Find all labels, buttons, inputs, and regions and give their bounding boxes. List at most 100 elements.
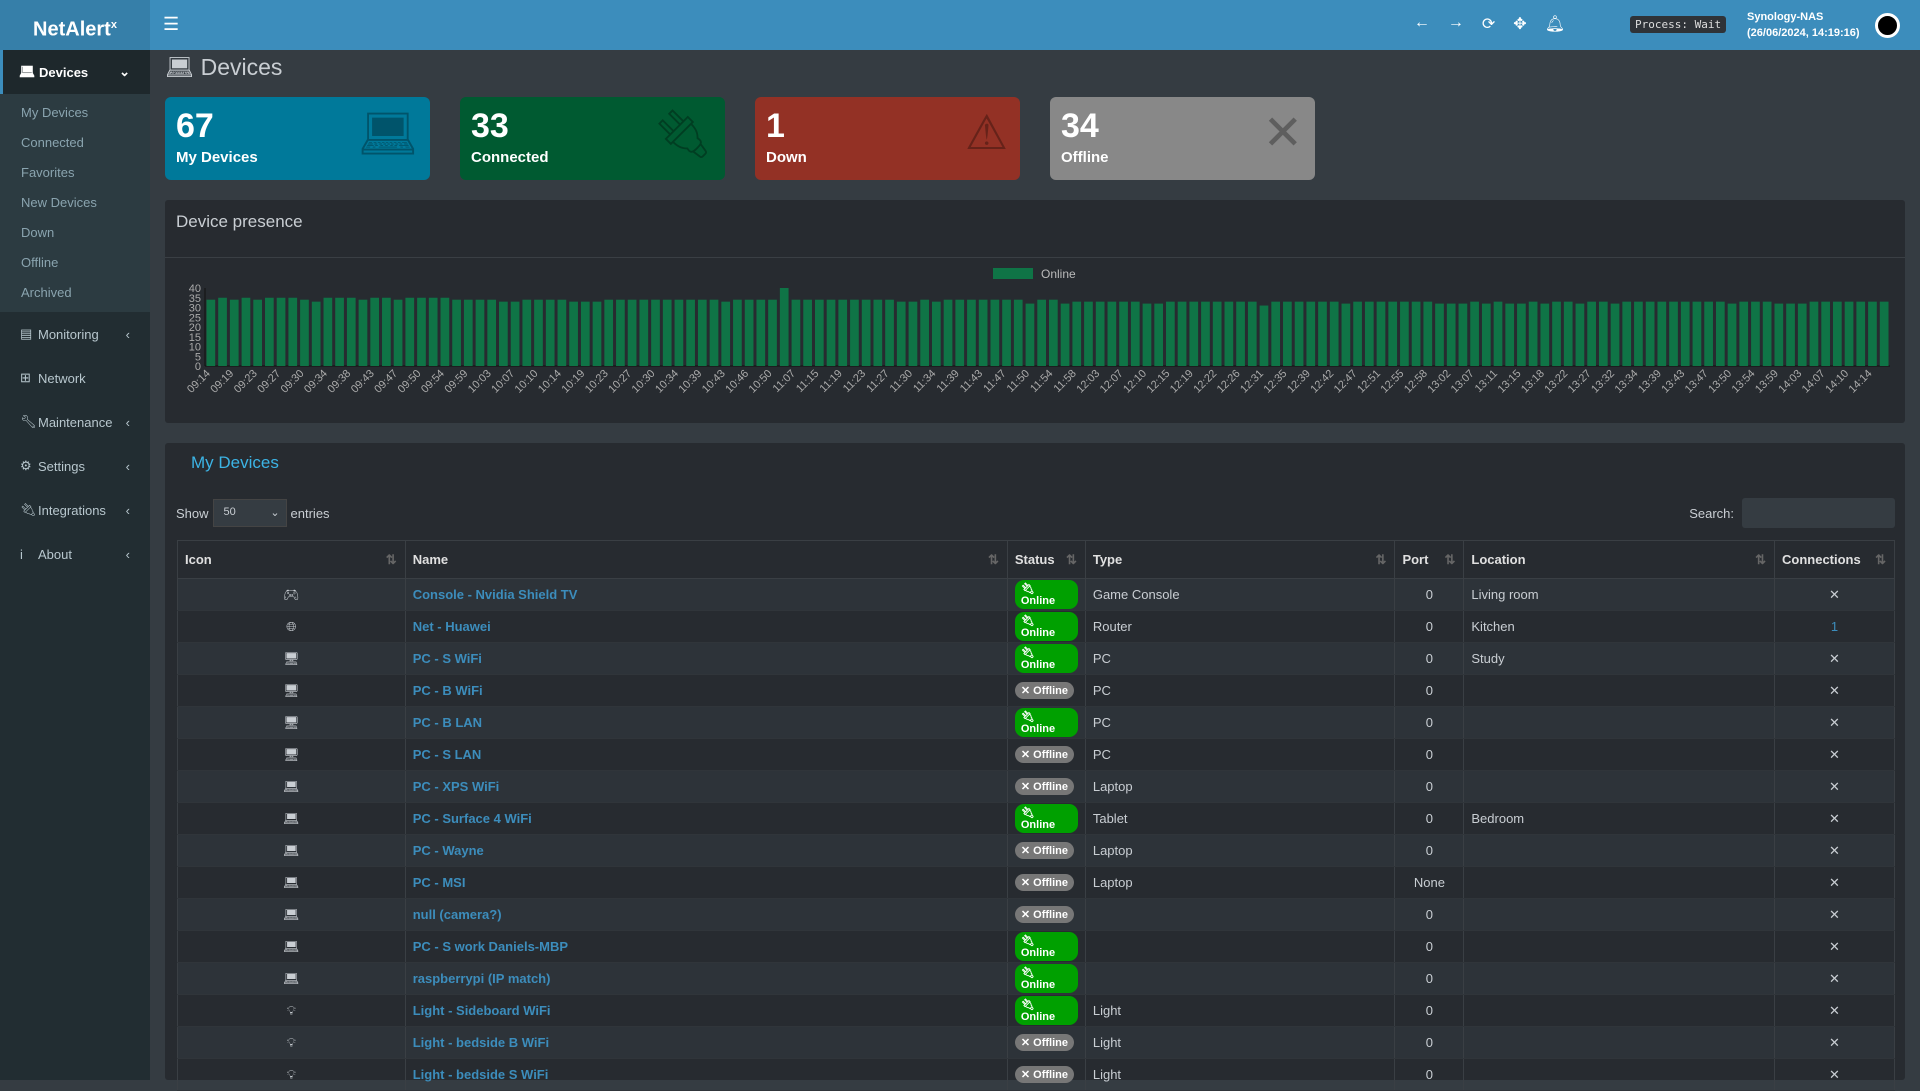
table-row[interactable]: 💡︎ Light - bedside B WiFi ✕ Offline Light 0 ✕: [177, 1026, 1895, 1059]
bar[interactable]: [627, 299, 637, 366]
device-link[interactable]: Light - Sideboard WiFi: [412, 1003, 551, 1018]
device-link[interactable]: PC - MSI: [412, 875, 466, 890]
column-header[interactable]: Connections ⇅: [1774, 540, 1895, 579]
bar[interactable]: [1458, 303, 1468, 366]
bar[interactable]: [1446, 303, 1456, 366]
bar[interactable]: [1879, 301, 1889, 366]
bar[interactable]: [1528, 301, 1538, 366]
bar[interactable]: [358, 299, 368, 366]
sidebar-item-integrations[interactable]: 🔌︎ Integrations ‹: [20, 502, 130, 518]
bar[interactable]: [1107, 301, 1117, 366]
bar[interactable]: [1821, 301, 1830, 366]
sidebar-item-settings[interactable]: ⚙ Settings ‹: [20, 458, 130, 474]
bar[interactable]: [1645, 301, 1655, 366]
bar[interactable]: [791, 299, 801, 366]
bar[interactable]: [1002, 299, 1011, 366]
bar[interactable]: [499, 301, 508, 366]
refresh-icon[interactable]: ⟳: [1481, 16, 1496, 33]
device-link[interactable]: raspberrypi (IP match): [412, 971, 551, 986]
table-row[interactable]: 💻︎ PC - XPS WiFi ✕ Offline Laptop 0 ✕: [177, 770, 1895, 803]
bar[interactable]: [592, 301, 602, 366]
device-link[interactable]: Net - Huawei: [412, 619, 491, 634]
bar[interactable]: [1072, 301, 1082, 366]
table-row[interactable]: 💡︎ Light - Sideboard WiFi 🔌︎ Online Light 0 ✕: [177, 994, 1895, 1027]
move-icon[interactable]: ✥: [1513, 16, 1527, 33]
bar[interactable]: [1868, 301, 1877, 366]
bar[interactable]: [1247, 301, 1257, 366]
device-link[interactable]: PC - S work Daniels-MBP: [412, 939, 569, 954]
bar[interactable]: [604, 299, 614, 366]
bar[interactable]: [1587, 301, 1596, 366]
bar[interactable]: [1657, 301, 1667, 366]
bar[interactable]: [1084, 301, 1093, 366]
bar[interactable]: [1751, 301, 1760, 366]
table-row[interactable]: 🎮︎ Console - Nvidia Shield TV 🔌︎ Online Gam…: [177, 578, 1895, 611]
bar[interactable]: [463, 299, 473, 366]
bar[interactable]: [1294, 301, 1304, 366]
bar[interactable]: [931, 301, 941, 366]
sidebar-item-devices[interactable]: 💻︎ Devices ⌄: [0, 50, 150, 94]
bar[interactable]: [1856, 301, 1866, 366]
bar[interactable]: [335, 297, 344, 366]
logo[interactable]: NetAlertx: [0, 0, 150, 50]
sidebar-subitem[interactable]: New Devices: [21, 195, 97, 210]
bar[interactable]: [1353, 301, 1362, 366]
sidebar-subitem[interactable]: My Devices: [21, 105, 89, 120]
bar[interactable]: [1119, 301, 1128, 366]
bar[interactable]: [393, 299, 403, 366]
bar[interactable]: [1306, 301, 1316, 366]
sidebar-subitem[interactable]: Connected: [21, 135, 84, 150]
table-row[interactable]: 💻︎ PC - MSI ✕ Offline Laptop None ✕: [177, 866, 1895, 899]
device-link[interactable]: null (camera?): [412, 907, 502, 922]
bar[interactable]: [1797, 303, 1807, 366]
bar[interactable]: [1832, 301, 1842, 366]
column-header[interactable]: Location ⇅: [1463, 540, 1775, 579]
table-row[interactable]: 💡︎ Light - bedside S WiFi ✕ Offline Light 0 ✕: [177, 1058, 1895, 1091]
stat-card-offline[interactable]: 34 Offline ✕: [1050, 97, 1315, 180]
bar[interactable]: [908, 301, 918, 366]
bar[interactable]: [1329, 301, 1339, 366]
device-link[interactable]: Light - bedside B WiFi: [412, 1035, 550, 1050]
bar[interactable]: [557, 299, 567, 366]
bar[interactable]: [1318, 301, 1327, 366]
bar[interactable]: [1669, 301, 1678, 366]
sidebar-item-about[interactable]: i About ‹: [20, 546, 130, 562]
bar[interactable]: [1809, 301, 1819, 366]
table-row[interactable]: 🖥︎ PC - S WiFi 🔌︎ Online PC 0 Study ✕: [177, 642, 1895, 675]
column-header[interactable]: Port ⇅: [1394, 540, 1465, 579]
device-link[interactable]: PC - Surface 4 WiFi: [412, 811, 532, 826]
bar[interactable]: [1739, 301, 1749, 366]
bar[interactable]: [569, 301, 578, 366]
back-icon[interactable]: ←: [1413, 14, 1430, 31]
bar[interactable]: [838, 299, 848, 366]
bar[interactable]: [826, 299, 836, 366]
bar[interactable]: [1692, 301, 1702, 366]
bar[interactable]: [1049, 299, 1058, 366]
page-size-select[interactable]: 50 ⌄: [212, 499, 287, 527]
bar[interactable]: [1142, 303, 1152, 366]
bell-icon[interactable]: 🔔︎: [1544, 16, 1565, 33]
bar[interactable]: [428, 297, 438, 366]
bar[interactable]: [522, 299, 532, 366]
bar[interactable]: [850, 299, 859, 366]
bar[interactable]: [814, 299, 824, 366]
bar[interactable]: [943, 299, 953, 366]
forward-icon[interactable]: →: [1447, 14, 1464, 31]
bar[interactable]: [405, 297, 415, 366]
bar[interactable]: [1060, 303, 1070, 366]
menu-toggle-icon[interactable]: ☰: [163, 14, 180, 34]
bar[interactable]: [1189, 301, 1199, 366]
bar[interactable]: [382, 297, 391, 366]
bar[interactable]: [1236, 301, 1245, 366]
bar[interactable]: [990, 299, 1000, 366]
device-link[interactable]: Console - Nvidia Shield TV: [412, 587, 578, 602]
sidebar-subitem[interactable]: Archived: [21, 285, 72, 300]
bar[interactable]: [1540, 303, 1550, 366]
column-header[interactable]: Icon ⇅: [177, 540, 406, 579]
bar[interactable]: [1727, 303, 1737, 366]
bar[interactable]: [697, 299, 707, 366]
table-row[interactable]: 🖥︎ PC - B WiFi ✕ Offline PC 0 ✕: [177, 674, 1895, 707]
bar[interactable]: [475, 299, 485, 366]
bar[interactable]: [229, 299, 239, 366]
bar[interactable]: [1505, 303, 1515, 366]
